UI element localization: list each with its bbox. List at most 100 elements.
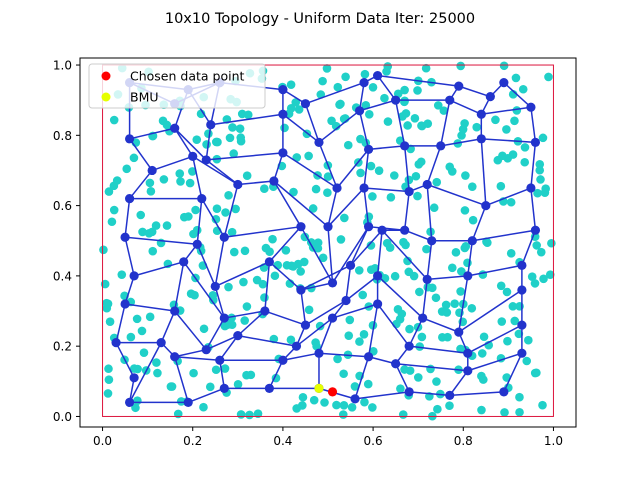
data-point bbox=[479, 332, 489, 342]
som-edge bbox=[300, 289, 307, 326]
som-node bbox=[206, 120, 216, 130]
data-point bbox=[239, 277, 248, 287]
data-point bbox=[339, 401, 349, 410]
data-point bbox=[333, 354, 342, 364]
data-point bbox=[153, 368, 162, 378]
som-edge bbox=[480, 138, 487, 206]
data-point bbox=[404, 175, 414, 185]
data-point bbox=[136, 210, 146, 220]
data-point bbox=[358, 290, 368, 300]
data-point bbox=[533, 188, 542, 198]
som-node bbox=[296, 222, 306, 232]
data-point bbox=[460, 206, 470, 215]
som-edge bbox=[124, 275, 135, 305]
data-point bbox=[433, 101, 443, 110]
chosen-data-point bbox=[327, 387, 338, 397]
data-point bbox=[242, 171, 252, 181]
data-point bbox=[461, 171, 470, 180]
som-node bbox=[400, 225, 410, 235]
data-point bbox=[413, 86, 422, 95]
data-point bbox=[382, 67, 391, 76]
som-edge bbox=[367, 303, 379, 357]
som-edge bbox=[205, 124, 212, 161]
data-point bbox=[280, 123, 289, 133]
som-node bbox=[327, 278, 338, 288]
data-point bbox=[396, 384, 405, 393]
som-edge bbox=[327, 187, 338, 227]
data-point bbox=[359, 330, 369, 339]
data-point bbox=[340, 213, 349, 223]
som-node bbox=[129, 271, 139, 281]
data-point bbox=[493, 155, 503, 165]
data-point bbox=[145, 312, 155, 322]
data-point bbox=[482, 237, 491, 246]
som-node bbox=[296, 285, 306, 295]
data-point bbox=[363, 379, 373, 389]
legend-frame bbox=[88, 63, 266, 109]
data-point bbox=[527, 272, 537, 281]
data-point bbox=[105, 317, 115, 326]
data-point bbox=[242, 302, 252, 311]
data-point bbox=[503, 336, 512, 346]
som-node bbox=[400, 141, 410, 151]
data-point bbox=[323, 188, 332, 197]
x-tick-label: 0.2 bbox=[183, 434, 202, 448]
som-node bbox=[278, 355, 288, 365]
data-point bbox=[246, 370, 256, 380]
data-point bbox=[374, 166, 384, 175]
y-tick-label: 0.2 bbox=[53, 340, 72, 354]
som-edge bbox=[422, 317, 460, 333]
som-node bbox=[120, 232, 130, 242]
som-node bbox=[345, 260, 356, 270]
som-edge bbox=[349, 229, 383, 266]
data-point bbox=[245, 410, 254, 420]
data-point bbox=[524, 335, 533, 345]
som-edge bbox=[237, 180, 274, 186]
x-tick-label: 0.8 bbox=[454, 434, 473, 448]
data-point bbox=[423, 119, 433, 128]
data-point bbox=[229, 247, 239, 257]
data-point bbox=[540, 188, 550, 197]
som-edge bbox=[214, 286, 226, 319]
som-edge bbox=[318, 387, 356, 400]
legend: Chosen data point BMU bbox=[88, 63, 266, 109]
data-point bbox=[243, 110, 253, 120]
som-node bbox=[359, 183, 369, 193]
som-edge bbox=[426, 184, 433, 241]
som-node bbox=[233, 179, 243, 190]
y-tick-label: 0.6 bbox=[53, 199, 72, 213]
som-edge bbox=[530, 107, 537, 143]
data-point bbox=[390, 271, 400, 281]
data-point bbox=[520, 143, 530, 152]
data-point bbox=[327, 116, 336, 126]
data-point bbox=[286, 335, 296, 345]
data-point bbox=[502, 125, 511, 134]
data-point bbox=[496, 181, 506, 191]
data-point bbox=[472, 122, 481, 132]
som-node bbox=[530, 225, 541, 235]
data-point bbox=[347, 403, 357, 412]
data-point bbox=[508, 302, 518, 311]
data-point bbox=[253, 409, 263, 418]
som-edge bbox=[377, 275, 424, 319]
data-point bbox=[252, 275, 262, 285]
som-node bbox=[183, 397, 193, 407]
som-node bbox=[422, 274, 432, 284]
som-edge bbox=[268, 261, 302, 291]
data-point bbox=[431, 293, 441, 303]
som-edge bbox=[129, 127, 175, 140]
data-point bbox=[318, 76, 327, 86]
som-edge bbox=[368, 355, 396, 365]
som-edge bbox=[129, 169, 153, 200]
data-point bbox=[432, 177, 442, 187]
data-point bbox=[502, 287, 512, 297]
som-node bbox=[373, 299, 383, 309]
data-point bbox=[497, 317, 507, 326]
data-point bbox=[512, 106, 522, 115]
som-edge bbox=[471, 205, 487, 242]
data-point bbox=[506, 197, 516, 207]
data-point bbox=[205, 382, 215, 392]
som-node bbox=[526, 102, 536, 112]
som-edge bbox=[128, 342, 162, 403]
